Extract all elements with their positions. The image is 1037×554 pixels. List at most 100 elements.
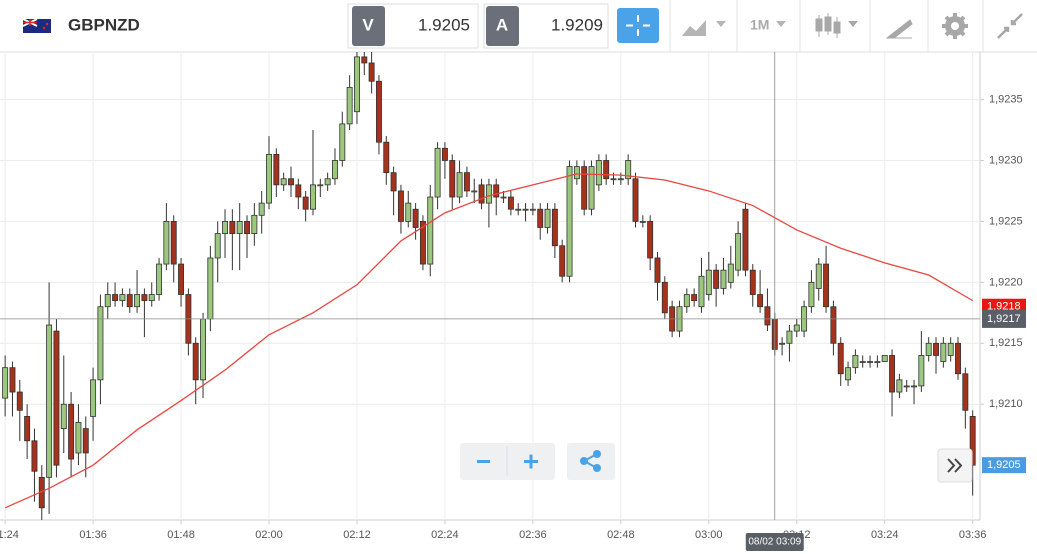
crosshair-y-label: 1,9217 bbox=[987, 313, 1021, 325]
y-tick-label: 1,9220 bbox=[989, 276, 1023, 288]
grid: 1,9210 1,9215 1,9220 1,9225 1,9230 1,9235 01:2… bbox=[0, 52, 1023, 541]
candle-body bbox=[500, 196, 507, 199]
candle-body bbox=[940, 342, 947, 362]
candle-body bbox=[691, 294, 698, 302]
candle-body bbox=[302, 196, 309, 210]
candle-body bbox=[53, 330, 60, 466]
candle-body bbox=[779, 342, 786, 345]
crosshair-button[interactable] bbox=[617, 8, 659, 43]
candle-body bbox=[68, 403, 75, 460]
candle-body bbox=[310, 184, 316, 210]
candle-body bbox=[236, 221, 243, 234]
candle-body bbox=[346, 86, 353, 125]
candle-body bbox=[632, 178, 639, 222]
candle-body bbox=[610, 178, 617, 181]
y-tick-label: 1,9215 bbox=[989, 337, 1023, 349]
candle-body bbox=[332, 160, 338, 180]
candle-body bbox=[9, 367, 16, 393]
share-box bbox=[567, 443, 615, 480]
candle-body bbox=[962, 373, 969, 411]
candle-body bbox=[339, 123, 346, 161]
price-label: 1,9218 bbox=[987, 301, 1021, 313]
moving-average bbox=[4, 173, 973, 509]
buy-price: 1.9209 bbox=[551, 15, 603, 34]
y-tick-label: 1,9210 bbox=[989, 398, 1023, 410]
candle-body bbox=[903, 385, 910, 388]
candle-body bbox=[705, 269, 712, 295]
candle-body bbox=[727, 263, 734, 283]
candle-body bbox=[463, 172, 470, 192]
candle-body bbox=[815, 263, 822, 289]
x-tick-label: 02:36 bbox=[519, 529, 547, 541]
candle-body bbox=[742, 208, 749, 271]
candle-body bbox=[2, 367, 9, 399]
candle-body bbox=[97, 306, 104, 381]
candle-body bbox=[845, 367, 852, 381]
candle-body bbox=[603, 160, 610, 180]
candle-body bbox=[588, 166, 595, 210]
buy-badge bbox=[486, 6, 519, 46]
candle-body bbox=[229, 221, 236, 234]
zoom-in-button[interactable] bbox=[524, 454, 538, 469]
candle-body bbox=[178, 263, 185, 295]
candle-body bbox=[757, 294, 764, 308]
candle-body bbox=[258, 202, 265, 216]
candle-body bbox=[361, 56, 368, 64]
candle-body bbox=[764, 306, 771, 326]
plot-area bbox=[2, 52, 976, 520]
candle-body bbox=[654, 257, 661, 283]
candle-body bbox=[449, 160, 456, 198]
candle-body bbox=[566, 166, 573, 277]
chart-type-button[interactable] bbox=[682, 20, 726, 36]
candle-body bbox=[573, 166, 580, 180]
candle-body bbox=[515, 208, 522, 211]
settings-button[interactable] bbox=[942, 13, 968, 39]
candle-body bbox=[955, 342, 961, 375]
candle-style-button[interactable] bbox=[815, 13, 858, 38]
candle-body bbox=[60, 403, 67, 429]
candle-body bbox=[493, 184, 500, 198]
x-tick-label: 03:24 bbox=[871, 529, 899, 541]
candle-body bbox=[90, 379, 97, 417]
timeframe[interactable]: 1M bbox=[750, 17, 769, 33]
sell-label: V bbox=[362, 15, 374, 34]
share-button[interactable] bbox=[580, 450, 601, 472]
scroll-end-button[interactable] bbox=[947, 458, 963, 473]
candle-body bbox=[46, 324, 53, 478]
candle-body bbox=[647, 221, 654, 259]
candle-body bbox=[837, 342, 844, 375]
candle-body bbox=[925, 342, 932, 356]
candle-body bbox=[507, 196, 514, 210]
candle-body bbox=[31, 440, 38, 472]
crosshair-y-box bbox=[982, 309, 1026, 328]
candle-body bbox=[786, 330, 793, 344]
candle-body bbox=[478, 184, 485, 204]
toolbar-separators bbox=[669, 0, 984, 52]
candle-body bbox=[214, 233, 221, 259]
flag bbox=[22, 18, 51, 33]
x-tick-label: 02:48 bbox=[607, 529, 635, 541]
candle-body bbox=[75, 422, 82, 454]
candle-body bbox=[295, 184, 302, 198]
candle-body bbox=[126, 294, 133, 308]
x-tick-label: 01:24 bbox=[0, 529, 19, 541]
candle-body bbox=[375, 80, 382, 143]
candle-body bbox=[16, 391, 23, 411]
candle-body bbox=[713, 269, 720, 289]
candle-body bbox=[823, 263, 830, 308]
candle-body bbox=[192, 342, 199, 381]
collapse-button[interactable] bbox=[997, 13, 1023, 39]
overlay: 1,9218 1,9205 1,9217 08/02 03:09 bbox=[0, 52, 1026, 551]
y-tick-label: 1,9230 bbox=[989, 154, 1023, 166]
candle-body bbox=[918, 355, 925, 387]
candle-body bbox=[683, 294, 690, 308]
draw-button[interactable] bbox=[885, 19, 913, 39]
candle-body bbox=[200, 318, 207, 381]
candle-body bbox=[551, 208, 558, 247]
candle-body bbox=[581, 166, 588, 210]
candle-body bbox=[383, 141, 390, 174]
candle-body bbox=[889, 355, 896, 393]
price-label: 1,9205 bbox=[987, 459, 1021, 471]
